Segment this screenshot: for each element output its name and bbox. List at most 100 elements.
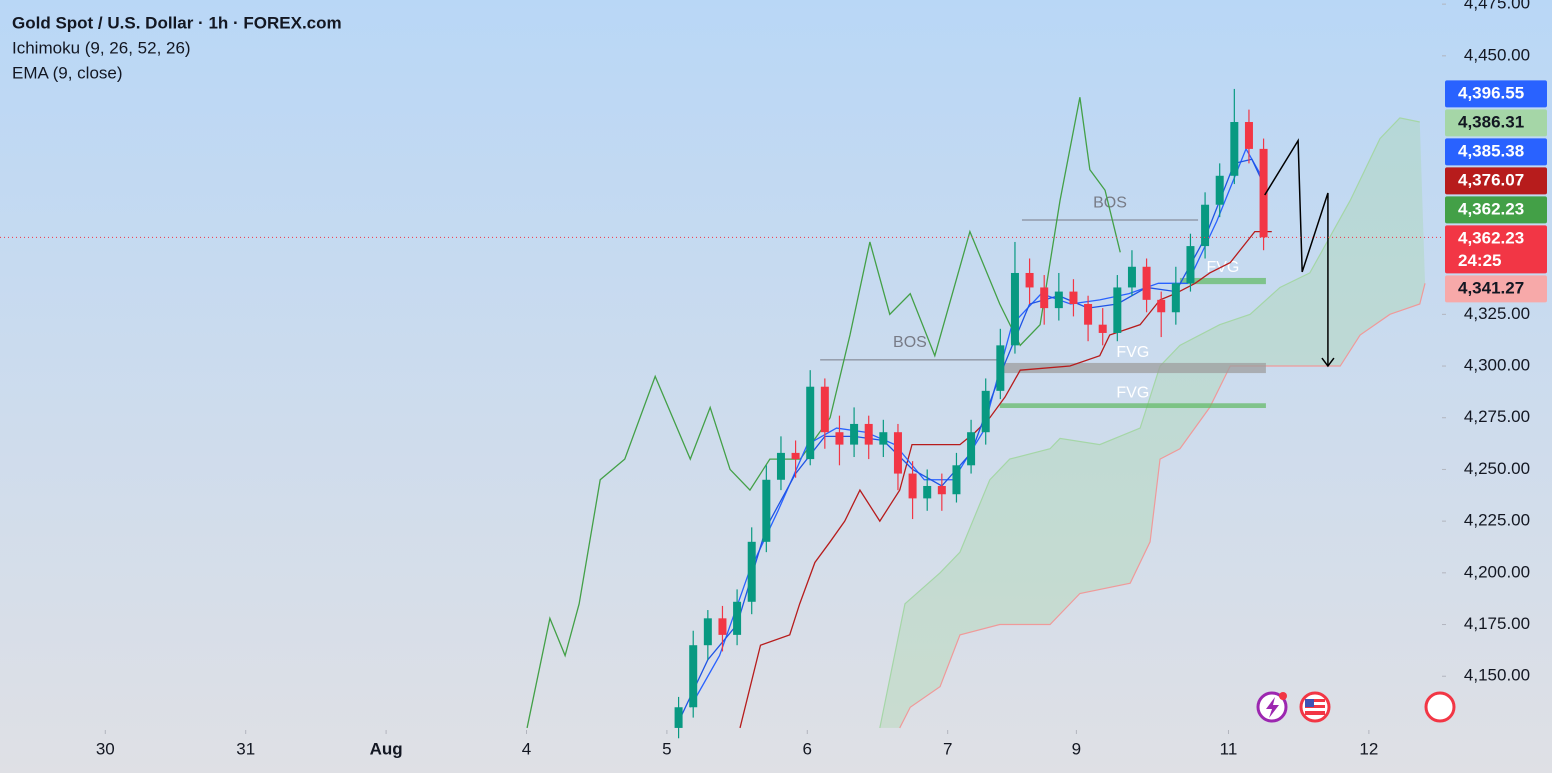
- price-tag: [1445, 275, 1547, 303]
- price-tag-label: 4,341.27: [1458, 278, 1524, 297]
- indicator-line: [739, 230, 1272, 729]
- candle-body: [1215, 175, 1224, 205]
- candle-body: [908, 473, 917, 499]
- candle-body: [1025, 272, 1034, 288]
- candle-body: [835, 432, 844, 445]
- icon-glyph: [1266, 697, 1279, 718]
- price-tag: [1445, 109, 1547, 137]
- candle-body: [1098, 324, 1107, 333]
- y-tick-label: 4,275.00: [1464, 407, 1530, 426]
- price-tag: [1445, 196, 1547, 224]
- y-tick-label: 4,225.00: [1464, 511, 1530, 530]
- candle-body: [893, 432, 902, 474]
- price-tag: [1445, 225, 1547, 274]
- y-tick-label: 4,325.00: [1464, 304, 1530, 323]
- candle-body: [1054, 291, 1063, 309]
- projection-path: [1264, 138, 1329, 367]
- fvg-label: FVG: [1206, 259, 1239, 276]
- y-tick-label: 4,175.00: [1464, 614, 1530, 633]
- candle-body: [689, 645, 698, 708]
- candle-body: [850, 423, 859, 445]
- candle-body: [776, 452, 785, 480]
- candle-body: [1201, 204, 1210, 247]
- price-tag: [1445, 80, 1547, 108]
- plot-area: FVG FVG FVG BOS BOS: [0, 88, 1442, 739]
- x-tick-label: 30: [96, 739, 115, 758]
- price-tag-label: 4,376.07: [1458, 170, 1524, 189]
- candle-body: [1171, 283, 1180, 313]
- candle-body: [1142, 266, 1151, 300]
- candle-body: [1259, 148, 1268, 238]
- candle-body: [791, 452, 800, 460]
- candle-body: [1186, 246, 1195, 284]
- price-tag-label: 4,362.23: [1458, 199, 1524, 218]
- candle-body: [952, 465, 961, 495]
- x-tick-label: 9: [1072, 739, 1081, 758]
- icon-flag-stripe: [1305, 702, 1325, 705]
- y-tick-label: 4,450.00: [1464, 45, 1530, 64]
- fvg-zone: [999, 403, 1266, 409]
- candle-body: [674, 707, 683, 728]
- x-tick-label: 6: [803, 739, 812, 758]
- candle-body: [1010, 272, 1019, 346]
- candle-body: [733, 601, 742, 635]
- candle-body: [937, 485, 946, 495]
- event-icons: [1256, 691, 1456, 723]
- candle-body: [1230, 122, 1239, 176]
- candle-body: [806, 386, 815, 460]
- price-tag-label: 4,396.55: [1458, 83, 1524, 102]
- candle-body: [864, 423, 873, 445]
- x-tick-label: Aug: [370, 739, 403, 758]
- bos-label: BOS: [893, 334, 927, 351]
- event-icon[interactable]: [1424, 691, 1456, 723]
- candle-body: [1040, 287, 1049, 309]
- y-tick-label: 4,150.00: [1464, 666, 1530, 685]
- fvg-label: FVG: [1116, 384, 1149, 401]
- indicator-line: [899, 283, 1426, 729]
- candle-body: [1244, 122, 1253, 149]
- candle-body: [1113, 287, 1122, 333]
- price-tag-label: 4,362.23: [1458, 228, 1524, 247]
- fvg-label: FVG: [1116, 344, 1149, 361]
- y-tick-label: 4,250.00: [1464, 459, 1530, 478]
- price-tag: [1445, 167, 1547, 195]
- candle-body: [762, 479, 771, 542]
- fvg-zone: [999, 362, 1266, 374]
- x-tick-label: 12: [1359, 739, 1378, 758]
- candle-body: [1127, 266, 1136, 288]
- x-tick-label: 7: [943, 739, 952, 758]
- indicator-label: Ichimoku (9, 26, 52, 26): [12, 38, 191, 57]
- candle-body: [996, 345, 1005, 391]
- candle-body: [1084, 303, 1093, 325]
- y-tick-label: 4,475.00: [1464, 0, 1530, 13]
- icon-flag-canton: [1305, 699, 1314, 707]
- bos-label: BOS: [1093, 194, 1127, 211]
- price-tag-label: 4,385.38: [1458, 141, 1524, 160]
- candle-body: [981, 390, 990, 433]
- chart-title: Gold Spot / U.S. Dollar · 1h · FOREX.com: [12, 13, 342, 32]
- icon-flag-stripe: [1305, 708, 1325, 711]
- countdown: 24:25: [1458, 251, 1501, 270]
- y-tick-label: 4,300.00: [1464, 356, 1530, 375]
- candle-body: [718, 618, 727, 635]
- candle-body: [967, 432, 976, 466]
- price-tag: [1445, 138, 1547, 166]
- x-tick-label: 31: [236, 739, 255, 758]
- price-tag-label: 4,386.31: [1458, 112, 1524, 131]
- icon-dot: [1279, 692, 1287, 700]
- candle-body: [923, 485, 932, 499]
- indicator-label: EMA (9, close): [12, 63, 123, 82]
- candle-body: [879, 432, 888, 445]
- axes: 4,150.00 4,175.00 4,200.00 4,225.00 4,250.00…: [96, 0, 1547, 758]
- candle-body: [703, 618, 712, 646]
- arrow-head: [1321, 357, 1335, 368]
- fvg-zone: [1179, 277, 1266, 285]
- x-tick-label: 11: [1220, 739, 1238, 758]
- cloud-fill: [879, 117, 1426, 728]
- candle-body: [747, 541, 756, 602]
- candle-body: [1157, 299, 1166, 313]
- x-tick-label: 4: [522, 739, 531, 758]
- candle-body: [820, 386, 829, 433]
